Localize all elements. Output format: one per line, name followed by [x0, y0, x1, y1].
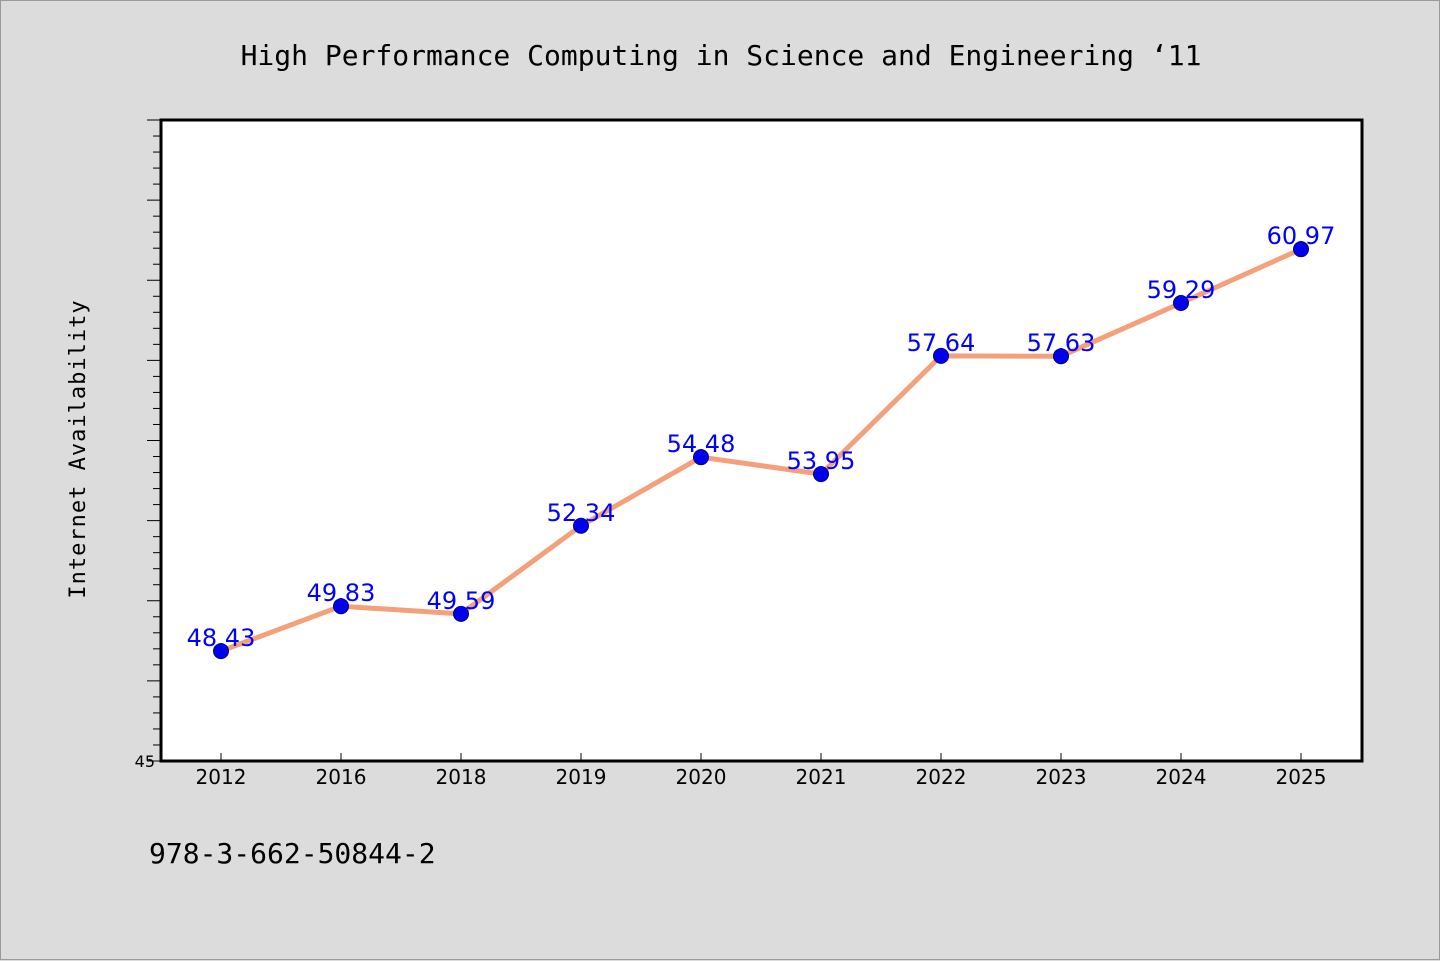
chart-title: High Performance Computing in Science an…	[241, 39, 1202, 72]
data-label: 52.34	[547, 499, 616, 527]
data-label: 48.43	[187, 624, 256, 652]
data-point	[1053, 348, 1069, 365]
data-label: 57.63	[1027, 329, 1096, 357]
data-labels: 48.43 49.83 49.59 52.34 54.48 53.95 57.64 57.63…	[187, 222, 1336, 652]
y-axis-label: Internet Availability	[66, 299, 91, 598]
series-line	[220, 246, 1303, 654]
data-point	[333, 598, 349, 615]
data-label: 53.95	[787, 447, 856, 475]
y-axis-ticks: 45	[135, 119, 161, 771]
data-label: 49.83	[307, 579, 376, 607]
data-point	[933, 347, 949, 364]
isbn-footer: 978-3-662-50844-2	[149, 837, 436, 870]
x-tick-label: 2025	[1276, 765, 1327, 789]
x-tick-label: 2024	[1156, 765, 1207, 789]
data-point	[453, 605, 469, 622]
x-tick-label: 2022	[916, 765, 967, 789]
data-label: 60.97	[1267, 222, 1336, 250]
data-point	[693, 449, 709, 466]
data-label: 59.29	[1147, 276, 1216, 304]
y-tick-label: 45	[135, 752, 155, 771]
data-label: 57.64	[907, 329, 976, 357]
data-label: 54.48	[667, 430, 736, 458]
data-point	[213, 643, 229, 660]
x-tick-label: 2019	[556, 765, 607, 789]
series-line-group	[220, 246, 1303, 654]
x-tick-label: 2018	[436, 765, 487, 789]
x-tick-label: 2016	[316, 765, 367, 789]
x-axis-ticks: 2012 2016 2018 2019 2020 2021 2022 2023 2024 2025	[196, 753, 1327, 789]
x-tick-label: 2020	[676, 765, 727, 789]
plot-area	[159, 118, 1364, 763]
data-point	[1293, 241, 1309, 258]
x-tick-label: 2012	[196, 765, 247, 789]
data-point	[1173, 295, 1189, 312]
data-point	[813, 466, 829, 483]
x-tick-label: 2021	[796, 765, 847, 789]
x-tick-label: 2023	[1036, 765, 1087, 789]
data-point	[573, 517, 589, 534]
data-markers	[213, 241, 1309, 660]
data-label: 49.59	[427, 587, 496, 615]
